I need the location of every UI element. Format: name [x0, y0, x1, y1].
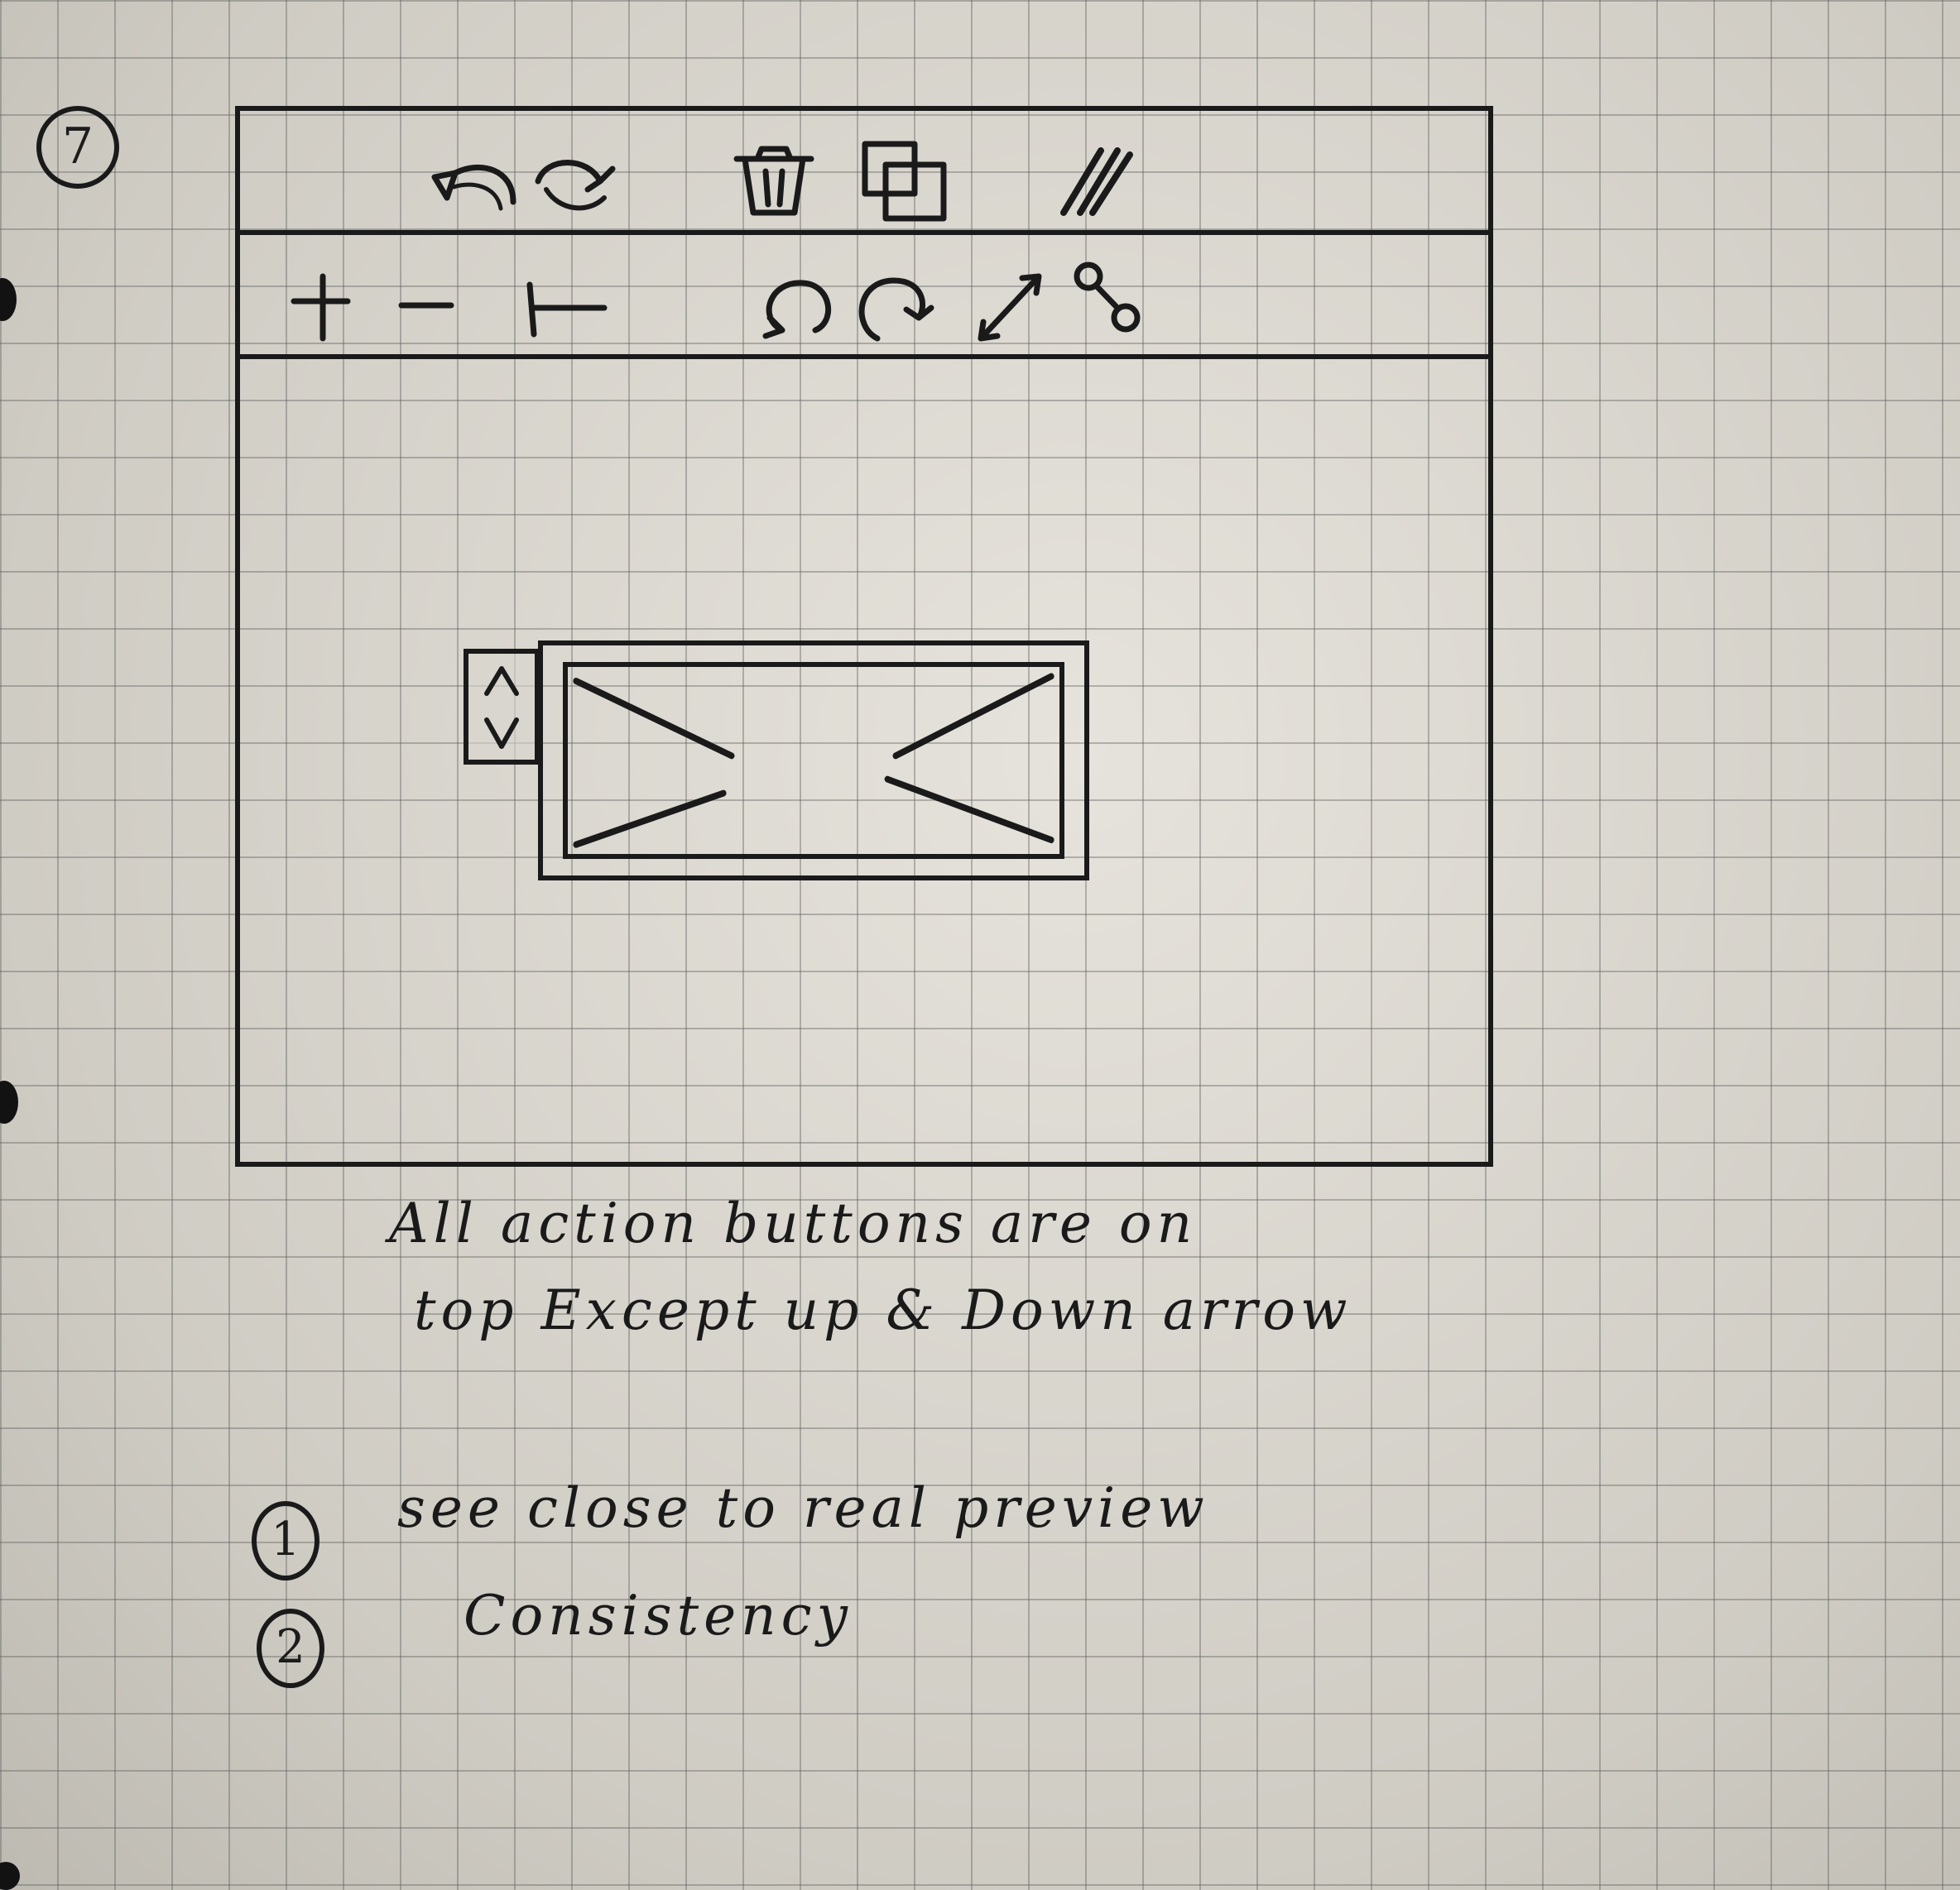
- binder-hole: [0, 1862, 20, 1890]
- image-placeholder: [563, 662, 1064, 859]
- redo-icon[interactable]: [521, 136, 629, 227]
- pen-icon[interactable]: [1043, 134, 1151, 225]
- rotate-left-icon[interactable]: [753, 260, 861, 351]
- delete-icon[interactable]: [720, 134, 828, 225]
- move-up-button[interactable]: [480, 660, 523, 703]
- layer-order-controls: [464, 649, 540, 765]
- list-item-1: see close to real preview: [397, 1476, 1209, 1540]
- page-number: 7: [36, 106, 119, 189]
- move-down-button[interactable]: [480, 712, 523, 755]
- zoom-in-icon[interactable]: [273, 260, 381, 351]
- duplicate-icon[interactable]: [853, 136, 960, 227]
- app-window-sketch: [235, 106, 1493, 1167]
- list-marker-1: 1: [252, 1501, 319, 1581]
- selected-image-element[interactable]: [538, 640, 1089, 880]
- undo-icon[interactable]: [422, 136, 530, 227]
- list-item-2: Consistency: [464, 1584, 853, 1648]
- resize-icon[interactable]: [960, 260, 1068, 351]
- binder-hole: [0, 278, 17, 321]
- binder-hole: [0, 1081, 18, 1124]
- canvas-area: [240, 359, 1488, 1162]
- secondary-toolbar: [240, 235, 1488, 359]
- list-marker-2: 2: [257, 1609, 324, 1688]
- note-line-1: All action buttons are on: [389, 1192, 1198, 1255]
- top-toolbar: [240, 111, 1488, 235]
- fit-icon[interactable]: [513, 260, 621, 351]
- rotate-right-icon[interactable]: [844, 260, 952, 351]
- note-line-2: top Except up & Down arrow: [414, 1278, 1352, 1342]
- zoom-out-icon[interactable]: [377, 260, 484, 351]
- link-icon[interactable]: [1059, 252, 1167, 343]
